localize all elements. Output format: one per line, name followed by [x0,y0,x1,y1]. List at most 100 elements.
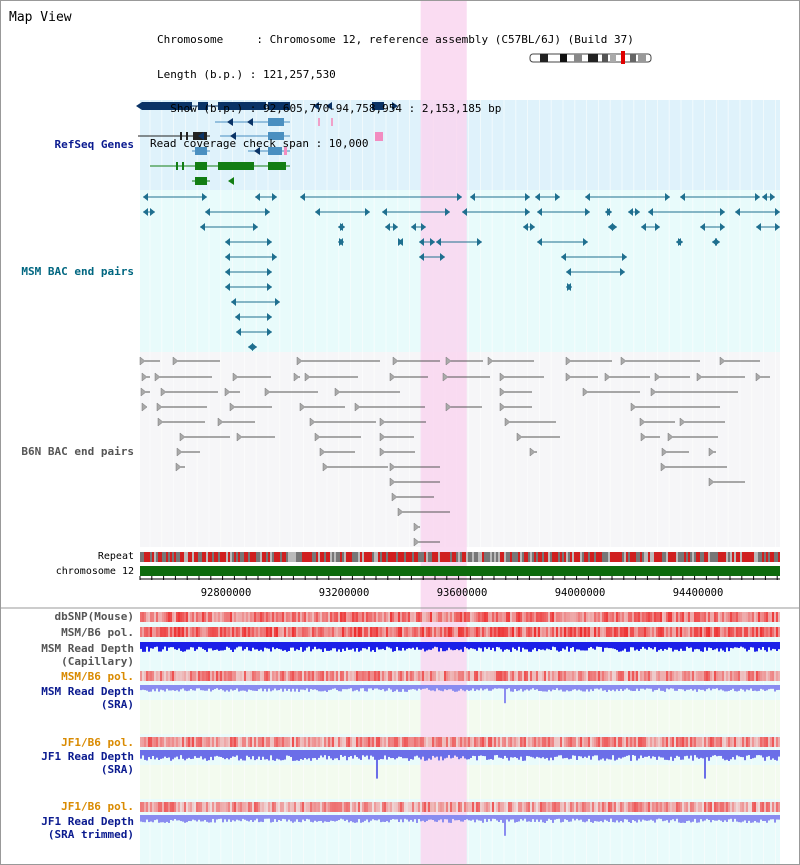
jf1-depth-trimmed-label[interactable]: JF1 Read Depth [41,815,134,828]
gene-exon [331,118,333,126]
msm-sra-depth-bar [580,685,582,691]
msm-capillary-depth-bar [152,642,154,649]
jf1-trimmed-depth-bar [260,815,262,822]
msm-b6-pol-sra-cell [412,671,414,681]
msm-b6-pol-cell [254,627,256,637]
msm-capillary-depth-bar [292,642,294,648]
jf1-b6-pol-cell [530,737,532,747]
msm-sra-depth-bar [728,685,730,691]
dbsnp-track-label[interactable]: dbSNP(Mouse) [54,610,134,623]
msm-b6-pol-sra-cell [778,671,780,681]
msm-bac-track-label[interactable]: MSM BAC end pairs [21,265,134,278]
msm-b6-pol-cell [288,627,290,637]
jf1-b6-pol-label[interactable]: JF1/B6 pol. [61,736,134,749]
jf1-b6-pol-cell [274,737,276,747]
dbsnp-cell [170,612,172,622]
repeat-segment [240,552,242,562]
jf1-sra-depth-bar [474,750,476,757]
jf1-trimmed-depth-bar [484,815,486,819]
msm-b6-pol-cell [480,627,482,637]
jf1-b6-pol-trimmed-cell [390,802,392,812]
dbsnp-cell [212,612,214,622]
msm-capillary-depth-bar [182,642,184,652]
msm-capillary-depth-bar [776,642,778,651]
repeat-segment [460,552,462,562]
msm-sra-depth-bar [178,685,180,692]
repeat-segment [488,552,490,562]
msm-sra-depth-bar [326,685,328,692]
jf1-b6-pol-trimmed-cell [602,802,604,812]
jf1-sra-depth-bar [716,750,718,757]
dbsnp-cell [712,612,714,622]
msm-sra-depth-bar [500,685,502,689]
msm-capillary-depth-bar [232,642,234,652]
msm-depth-sra-label[interactable]: MSM Read Depth [41,685,134,698]
dbsnp-cell [162,612,164,622]
jf1-sra-depth-bar [390,750,392,759]
repeat-segment [380,552,382,562]
msm-sra-depth-bar [608,685,610,690]
msm-capillary-depth-bar [478,642,480,648]
jf1-depth-sra-label[interactable]: JF1 Read Depth [41,750,134,763]
dbsnp-cell [548,612,550,622]
jf1-sra-depth-bar [206,750,208,761]
msm-b6-pol-track-label[interactable]: MSM/B6 pol. [61,626,134,639]
jf1-b6-pol-trimmed-cell [680,802,682,812]
msm-b6-pol-cell [544,627,546,637]
jf1-sra-depth-bar [496,750,498,756]
dbsnp-cell [768,612,770,622]
jf1-b6-pol-cell [576,737,578,747]
jf1-sra-depth-bar [252,750,254,757]
msm-b6-pol-sra-cell [310,671,312,681]
msm-b6-pol-sra-cell [226,671,228,681]
msm-b6-pol-cell [426,627,428,637]
msm-capillary-depth-bar [718,642,720,652]
msm-b6-pol-sra-cell [662,671,664,681]
jf1-sra-depth-bar [244,750,246,761]
msm-sra-depth-bar [400,685,402,692]
jf1-b6-pol-trimmed-cell [486,802,488,812]
jf1-b6-pol-trimmed-cell [364,802,366,812]
msm-b6-pol-sra-cell [392,671,394,681]
msm-bac-end [762,193,767,201]
jf1-trimmed-depth-bar [732,815,734,822]
msm-capillary-depth-bar [662,642,664,651]
msm-b6-pol-cell [712,627,714,637]
jf1-sra-depth-bar [690,750,692,756]
jf1-trimmed-depth-bar [654,815,656,823]
refseq-track-label[interactable]: RefSeq Genes [54,138,134,151]
b6n-bac-track-label[interactable]: B6N BAC end pairs [21,445,134,458]
msm-capillary-depth-bar [280,642,282,650]
msm-capillary-depth-bar [180,642,182,651]
jf1-b6-pol-trimmed-cell [440,802,442,812]
msm-depth-capillary-label[interactable]: MSM Read Depth [41,642,134,655]
jf1-trimmed-depth-bar [582,815,584,822]
repeat-segment [536,552,538,562]
jf1-b6-pol-trimmed-cell [552,802,554,812]
jf1-trimmed-depth-bar [288,815,290,820]
jf1-trimmed-depth-bar [598,815,600,822]
msm-capillary-depth-bar [674,642,676,650]
jf1-sra-depth-bar [734,750,736,760]
jf1-b6-pol-cell [272,737,274,747]
jf1-b6-pol-cell [496,737,498,747]
msm-capillary-depth-bar [534,642,536,648]
jf1-b6-pol-cell [486,737,488,747]
dbsnp-cell [224,612,226,622]
msm-sra-depth-bar [498,685,500,689]
msm-b6-pol-sra-label[interactable]: MSM/B6 pol. [61,670,134,683]
msm-b6-pol-cell [638,627,640,637]
msm-b6-pol-sra-cell [178,671,180,681]
repeat-segment [318,552,320,562]
msm-b6-pol-cell [624,627,626,637]
jf1-trimmed-depth-bar [640,815,642,822]
jf1-sra-depth-bar [596,750,598,756]
b6n-bac-end [156,402,163,412]
jf1-sra-depth-bar [410,750,412,760]
repeat-segment [264,552,266,562]
msm-capillary-depth-bar [734,642,736,648]
msm-b6-pol-cell [402,627,404,637]
jf1-b6-pol-trimmed-label[interactable]: JF1/B6 pol. [61,800,134,813]
jf1-sra-depth-bar [550,750,552,758]
msm-b6-pol-sra-cell [644,671,646,681]
